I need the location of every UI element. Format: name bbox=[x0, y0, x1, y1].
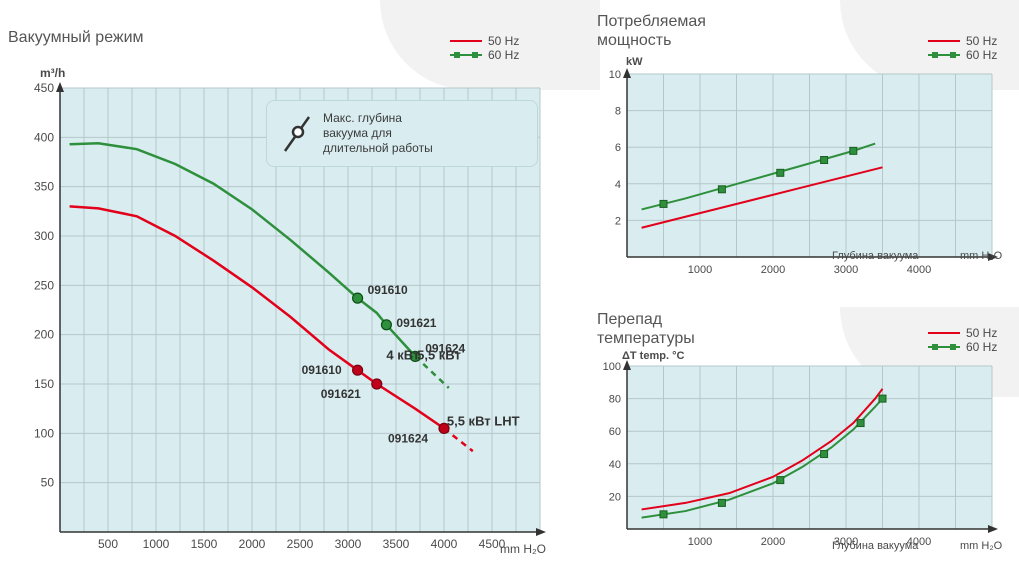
power-chart-svg: 1000 2000 3000 4000 2 4 6 8 10 bbox=[597, 68, 1012, 283]
svg-text:300: 300 bbox=[34, 229, 54, 243]
svg-text:1000: 1000 bbox=[688, 264, 712, 276]
temp-x-label: Глубина вакуума bbox=[832, 540, 918, 552]
svg-text:2500: 2500 bbox=[287, 537, 314, 551]
legend-label-60hz: 60 Hz bbox=[488, 48, 519, 62]
main-chart-legend: 50 Hz 60 Hz bbox=[450, 34, 519, 62]
temp-chart-title: Перепад температуры bbox=[597, 310, 695, 348]
legend-60hz: 60 Hz bbox=[450, 48, 519, 62]
svg-text:2000: 2000 bbox=[239, 537, 266, 551]
svg-text:091610: 091610 bbox=[302, 363, 342, 377]
svg-text:1500: 1500 bbox=[191, 537, 218, 551]
svg-text:3500: 3500 bbox=[383, 537, 410, 551]
temp-x-unit: mm H₂O bbox=[960, 540, 1002, 552]
svg-text:500: 500 bbox=[98, 537, 118, 551]
callout-box: Макс. глубина вакуума для длительной раб… bbox=[266, 100, 538, 167]
svg-text:150: 150 bbox=[34, 377, 54, 391]
svg-text:350: 350 bbox=[34, 180, 54, 194]
main-chart-title: Вакуумный режим bbox=[8, 28, 144, 47]
callout-line-2: вакуума для bbox=[323, 126, 392, 140]
svg-text:091621: 091621 bbox=[396, 316, 436, 330]
svg-text:1000: 1000 bbox=[688, 536, 712, 548]
svg-text:3000: 3000 bbox=[834, 264, 858, 276]
svg-text:3000: 3000 bbox=[335, 537, 362, 551]
legend-swatch-green bbox=[450, 54, 482, 56]
legend-label-50hz: 50 Hz bbox=[488, 34, 519, 48]
svg-text:1000: 1000 bbox=[143, 537, 170, 551]
power-x-unit: mm H₂O bbox=[960, 250, 1002, 262]
power-legend-50hz: 50 Hz bbox=[928, 34, 997, 48]
temp-chart-svg: 100020003000400020406080100 bbox=[597, 360, 1012, 555]
limit-marker-icon bbox=[277, 111, 317, 155]
legend-50hz: 50 Hz bbox=[450, 34, 519, 48]
svg-text:6: 6 bbox=[615, 142, 621, 154]
svg-text:450: 450 bbox=[34, 81, 54, 95]
svg-text:091624: 091624 bbox=[388, 431, 428, 445]
svg-text:20: 20 bbox=[609, 491, 621, 503]
power-legend: 50 Hz 60 Hz bbox=[928, 34, 997, 62]
svg-text:4000: 4000 bbox=[907, 264, 931, 276]
temp-legend: 50 Hz 60 Hz bbox=[928, 326, 997, 354]
svg-text:2: 2 bbox=[615, 215, 621, 227]
callout-line-3: длительной работы bbox=[323, 141, 433, 155]
power-chart-title: Потребляемая мощность bbox=[597, 12, 706, 50]
power-legend-60hz: 60 Hz bbox=[928, 48, 997, 62]
svg-text:2000: 2000 bbox=[761, 536, 785, 548]
svg-text:80: 80 bbox=[609, 394, 621, 406]
svg-text:4000: 4000 bbox=[431, 537, 458, 551]
legend-swatch-red bbox=[450, 40, 482, 42]
svg-text:091610: 091610 bbox=[368, 283, 408, 297]
svg-text:100: 100 bbox=[34, 426, 54, 440]
svg-text:4 кВт: 4 кВт bbox=[386, 347, 419, 362]
svg-text:5,5 кВт: 5,5 кВт bbox=[417, 347, 461, 362]
power-y-unit: kW bbox=[626, 56, 643, 68]
svg-text:10: 10 bbox=[609, 69, 621, 81]
callout-line-1: Макс. глубина bbox=[323, 111, 402, 125]
svg-text:100: 100 bbox=[603, 361, 621, 373]
temp-legend-50hz: 50 Hz bbox=[928, 326, 997, 340]
svg-text:2000: 2000 bbox=[761, 264, 785, 276]
svg-text:8: 8 bbox=[615, 106, 621, 118]
temp-legend-60hz: 60 Hz bbox=[928, 340, 997, 354]
svg-text:50: 50 bbox=[41, 476, 55, 490]
svg-text:091621: 091621 bbox=[321, 387, 361, 401]
svg-text:200: 200 bbox=[34, 328, 54, 342]
svg-text:400: 400 bbox=[34, 130, 54, 144]
power-x-label: Глубина вакуума bbox=[832, 250, 918, 262]
svg-text:250: 250 bbox=[34, 278, 54, 292]
svg-text:5,5 кВт LHT: 5,5 кВт LHT bbox=[447, 413, 520, 428]
main-x-unit: mm H₂O bbox=[500, 542, 546, 556]
svg-text:40: 40 bbox=[609, 459, 621, 471]
svg-text:60: 60 bbox=[609, 426, 621, 438]
main-y-unit: m³/h bbox=[40, 66, 65, 80]
svg-text:4: 4 bbox=[615, 179, 621, 191]
